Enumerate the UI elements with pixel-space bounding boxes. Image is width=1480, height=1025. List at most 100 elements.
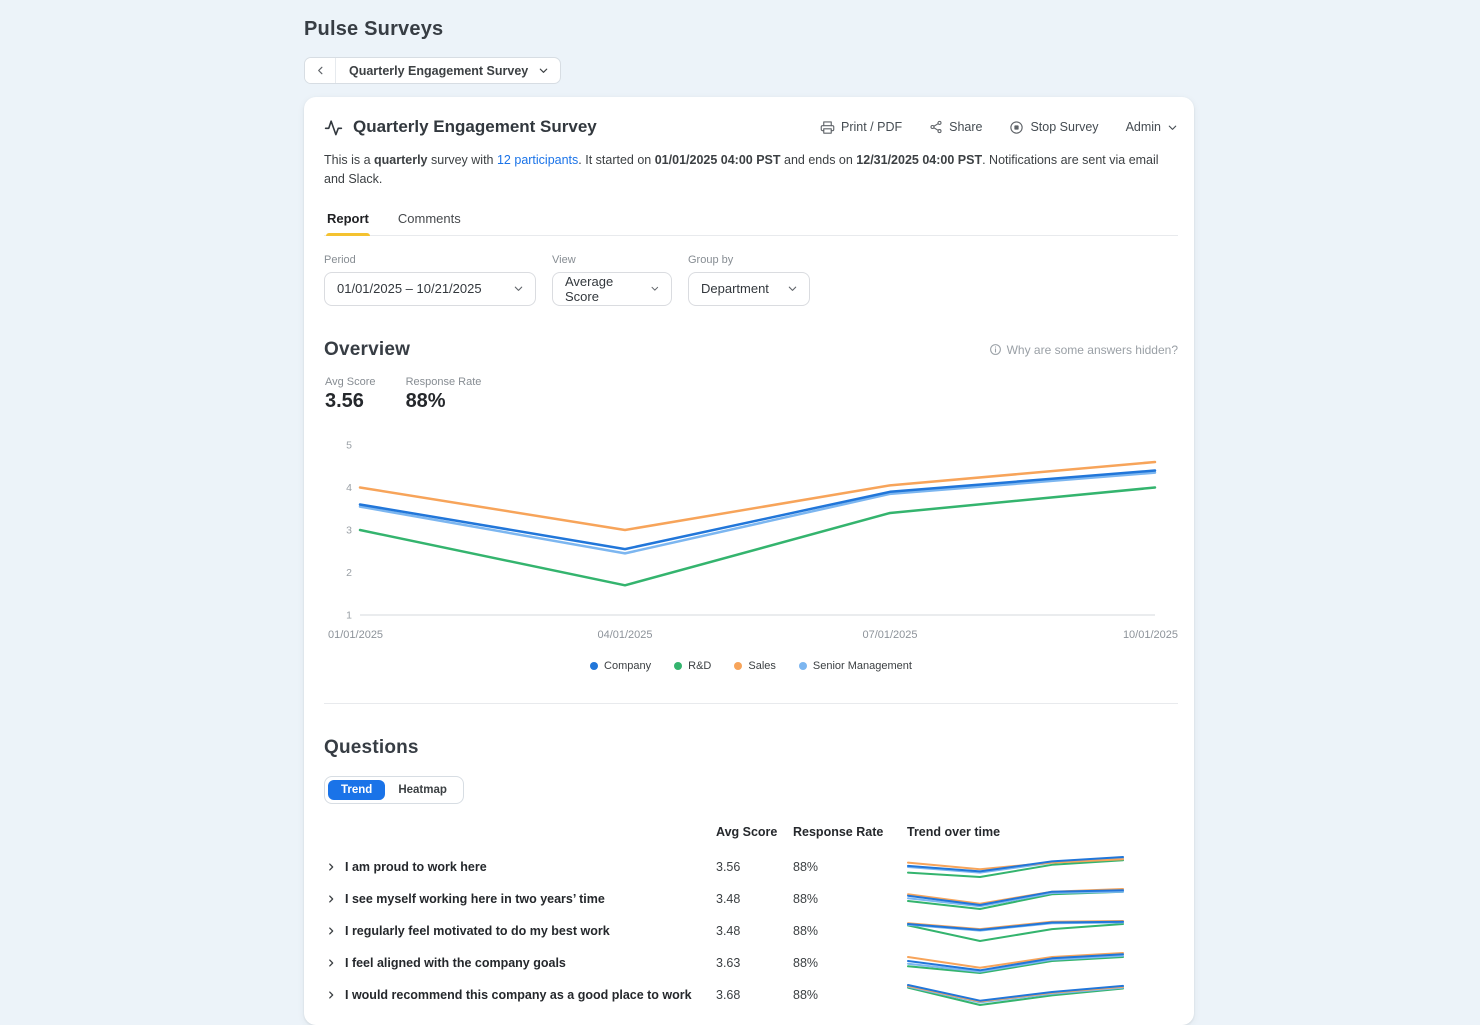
- question-text: I would recommend this company as a good…: [345, 987, 692, 1002]
- pulse-icon: [324, 119, 343, 135]
- question-trend-sparkline: [907, 983, 1124, 1006]
- card-header: Quarterly Engagement Survey Print / PDF …: [324, 117, 1178, 137]
- admin-menu[interactable]: Admin: [1126, 120, 1178, 134]
- tab-comments[interactable]: Comments: [397, 210, 461, 226]
- question-text: I feel aligned with the company goals: [345, 955, 566, 970]
- questions-section-header: Questions: [324, 737, 1178, 759]
- question-expand[interactable]: I am proud to work here: [324, 860, 716, 874]
- description-text: survey with: [427, 153, 497, 167]
- participants-link[interactable]: 12 participants: [496, 153, 579, 167]
- legend-label: R&D: [688, 659, 712, 672]
- question-text: I regularly feel motivated to do my best…: [345, 923, 610, 938]
- question-row: I feel aligned with the company goals 3.6…: [324, 947, 1178, 979]
- legend-dot: [674, 661, 683, 670]
- description-text: quarterly: [374, 153, 428, 167]
- question-response-rate: 88%: [793, 987, 819, 1002]
- avg-score-stat: Avg Score 3.56: [325, 375, 376, 412]
- view-select[interactable]: Average Score: [552, 271, 672, 306]
- legend-item[interactable]: Sales: [734, 660, 776, 672]
- question-row: I regularly feel motivated to do my best…: [324, 915, 1178, 947]
- question-avg-score: 3.48: [716, 891, 741, 906]
- question-expand[interactable]: I regularly feel motivated to do my best…: [324, 924, 716, 938]
- chevron-right-icon: [329, 959, 334, 967]
- stop-survey-button[interactable]: Stop Survey: [1009, 120, 1099, 135]
- question-response-rate: 88%: [793, 923, 819, 938]
- chevron-right-icon: [329, 895, 334, 903]
- questions-table: Avg Score Response Rate Trend over time …: [324, 817, 1178, 1011]
- col-response-rate: Response Rate: [793, 824, 884, 839]
- chevron-right-icon: [329, 927, 334, 935]
- toggle-trend[interactable]: Trend: [328, 779, 386, 800]
- response-rate-stat: Response Rate 88%: [405, 375, 482, 412]
- question-row: I see myself working here in two years’ …: [324, 883, 1178, 915]
- back-button[interactable]: [305, 58, 336, 83]
- chevron-down-icon: [788, 286, 797, 292]
- chevron-left-icon: [317, 66, 322, 75]
- overview-stats: Avg Score 3.56 Response Rate 88%: [324, 376, 1178, 413]
- chevron-down-icon: [1168, 125, 1177, 130]
- page: Pulse Surveys Quarterly Engagement Surve…: [304, 18, 1194, 1025]
- question-trend-sparkline: [907, 887, 1124, 910]
- print-pdf-button[interactable]: Print / PDF: [820, 120, 902, 135]
- description-text: 12/31/2025 04:00 PST: [856, 153, 983, 167]
- svg-text:04/01/2025: 04/01/2025: [597, 629, 652, 641]
- legend-dot: [798, 661, 807, 670]
- description-text: . Notifications are sent via email and S…: [324, 153, 1159, 187]
- question-avg-score: 3.68: [716, 987, 741, 1002]
- legend-item[interactable]: Senior Management: [798, 659, 912, 672]
- trend-heatmap-toggle: Trend Heatmap: [324, 775, 464, 804]
- survey-card: Quarterly Engagement Survey Print / PDF …: [304, 97, 1194, 1025]
- tab-report[interactable]: Report: [326, 211, 370, 236]
- view-label: View: [552, 253, 576, 266]
- hidden-answers-link[interactable]: Why are some answers hidden?: [989, 343, 1178, 357]
- chevron-down-icon: [539, 68, 548, 73]
- share-icon: [930, 120, 942, 134]
- period-filter: Period 01/01/2025 – 10/21/2025: [324, 254, 536, 306]
- svg-text:1: 1: [346, 609, 352, 621]
- survey-selector: Quarterly Engagement Survey: [304, 57, 562, 84]
- chevron-right-icon: [329, 863, 334, 871]
- period-select[interactable]: 01/01/2025 – 10/21/2025: [324, 271, 536, 306]
- question-avg-score: 3.48: [716, 923, 741, 938]
- survey-dropdown[interactable]: Quarterly Engagement Survey: [336, 58, 560, 83]
- svg-text:3: 3: [346, 524, 352, 536]
- col-trend-over-time: Trend over time: [907, 824, 1001, 839]
- questions-heading: Questions: [324, 736, 419, 758]
- overview-line-chart-svg: 1 2 3 4 5 01/01/2025 04/01/2025 07/01/2025 10/01…: [328, 439, 1178, 641]
- svg-text:5: 5: [346, 439, 352, 451]
- survey-title: Quarterly Engagement Survey: [353, 117, 597, 136]
- legend-label: Senior Management: [812, 659, 912, 672]
- svg-text:01/01/2025: 01/01/2025: [328, 629, 383, 641]
- overview-heading: Overview: [324, 338, 411, 360]
- toggle-heatmap[interactable]: Heatmap: [398, 783, 447, 796]
- question-expand[interactable]: I would recommend this company as a good…: [324, 988, 716, 1002]
- overview-section-header: Overview Why are some answers hidden?: [324, 339, 1178, 361]
- chart-legend: Company R&D Sales Senior Management: [324, 660, 1178, 672]
- question-expand[interactable]: I feel aligned with the company goals: [324, 956, 716, 970]
- survey-description: This is a quarterly survey with 12 parti…: [324, 151, 1178, 190]
- legend-item[interactable]: R&D: [674, 660, 711, 672]
- section-divider: [324, 702, 1178, 704]
- chevron-right-icon: [329, 991, 334, 999]
- questions-table-header: Avg Score Response Rate Trend over time: [324, 817, 1178, 851]
- question-avg-score: 3.56: [716, 859, 741, 874]
- question-response-rate: 88%: [793, 955, 819, 970]
- question-row: I am proud to work here 3.56 88%: [324, 851, 1178, 883]
- question-trend-sparkline: [907, 919, 1124, 942]
- svg-text:2: 2: [346, 567, 352, 579]
- question-text: I am proud to work here: [345, 859, 487, 874]
- svg-text:07/01/2025: 07/01/2025: [862, 629, 917, 641]
- tab-bar: Report Comments: [324, 211, 1178, 236]
- printer-icon: [820, 120, 835, 134]
- share-button[interactable]: Share: [929, 120, 982, 134]
- svg-text:4: 4: [346, 482, 352, 494]
- question-trend-sparkline: [907, 855, 1124, 878]
- info-icon: [989, 344, 1001, 356]
- group-by-select[interactable]: Department: [688, 271, 810, 306]
- question-expand[interactable]: I see myself working here in two years’ …: [324, 892, 716, 906]
- question-response-rate: 88%: [793, 891, 819, 906]
- legend-item[interactable]: Company: [590, 660, 651, 672]
- survey-dropdown-value: Quarterly Engagement Survey: [349, 63, 529, 78]
- col-avg-score: Avg Score: [716, 824, 778, 839]
- stop-icon: [1010, 120, 1024, 134]
